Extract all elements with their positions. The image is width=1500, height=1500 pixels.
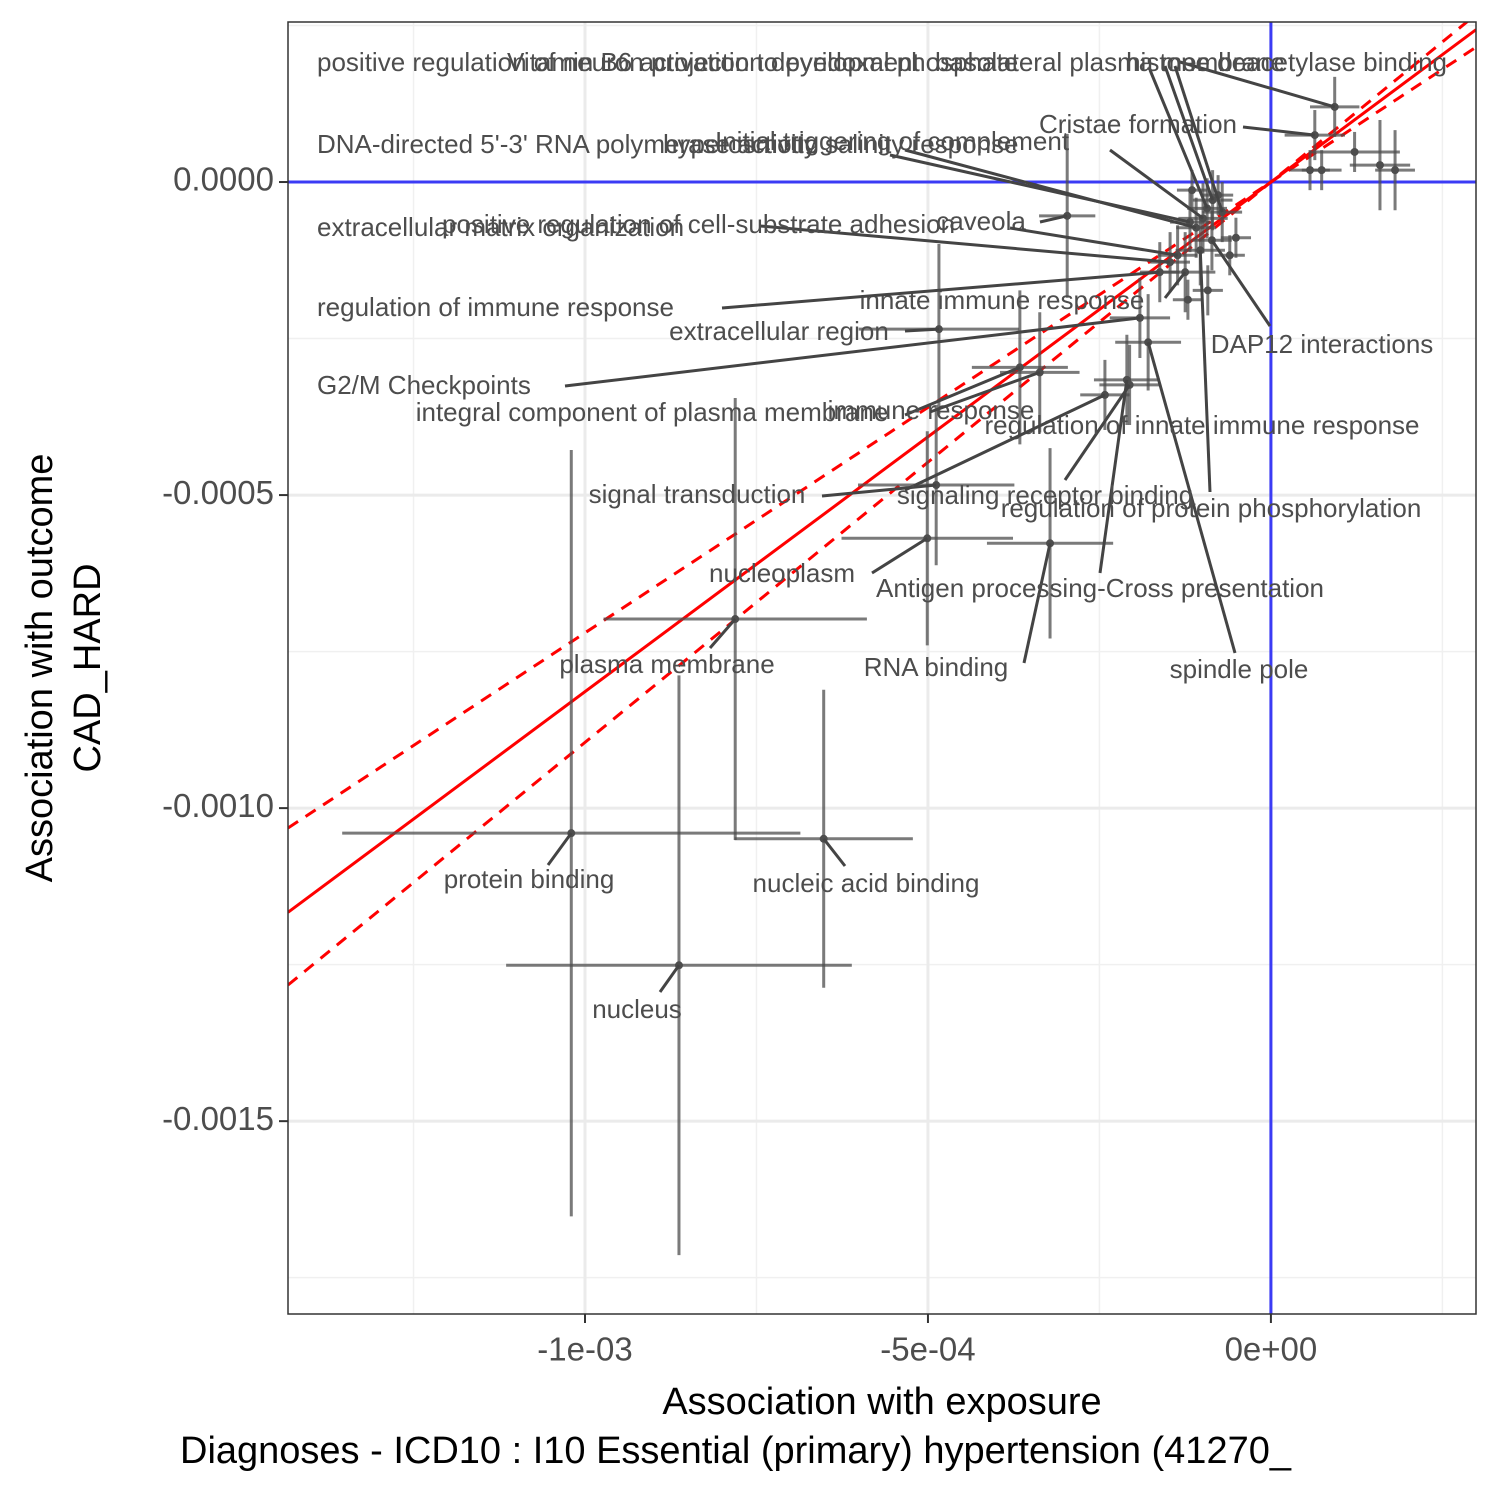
grid [288,22,1476,1314]
point [1391,166,1400,175]
y-tick-label: 0.0000 [173,161,274,198]
label-leader [1109,148,1204,220]
fit-line [288,45,1476,830]
point-label: nucleus [592,994,682,1024]
label-leader [1163,271,1187,299]
x-axis-subtitle: Diagnoses - ICD10 : I10 Essential (prima… [180,1430,1292,1472]
label-leader [1198,250,1212,493]
label-leader [904,365,1021,417]
point-label: positive regulation of cell-substrate ad… [442,209,955,239]
point-label: innate immune response [860,285,1145,315]
point-label: G2/M Checkpoints [317,370,531,400]
x-axis-title: Association with exposure [662,1381,1101,1423]
y-tick-label: -0.0010 [162,787,274,824]
x-tick-label: 0e+00 [1225,1331,1318,1368]
y-axis-title: Association with outcome [19,454,61,883]
label-leader [904,393,1106,492]
point-label: Initial triggering of complement [715,126,1070,156]
point-label: integral component of plasma membrane [416,397,889,427]
label-leader [546,832,573,866]
label-leader [904,327,940,333]
label-leader [889,153,1191,224]
point [1350,147,1359,156]
point-label: regulation of protein phosphorylation [1001,493,1422,523]
label-leader [1242,125,1315,137]
point-label: immune response [828,395,1035,425]
x-tick-label: -1e-03 [537,1331,632,1368]
label-leader [1098,379,1129,574]
label-leader [564,316,1141,388]
fit-line [288,22,1470,987]
point-label: signal transduction [589,479,806,509]
label-leader [871,537,929,575]
point [1183,295,1192,304]
label-leader [708,618,737,649]
point-label: RNA binding [864,652,1009,682]
y-axis-subtitle: CAD_HARD [67,563,109,772]
point [1231,233,1240,242]
point-label: regulation of immune response [317,292,674,322]
x-tick-label: -5e-04 [880,1331,975,1368]
point-label: Vitamin B6 activation to pyridoxal phosp… [507,47,1018,77]
y-tick-label: -0.0015 [162,1100,274,1137]
point-label: basolateral plasma membrane [935,47,1285,77]
label-leader [904,148,1197,230]
point-label: extracellular matrix organization [317,212,684,242]
point [1203,286,1212,295]
label-leader [1009,226,1178,257]
label-leader [759,224,1171,264]
point-label: hyperosmotic salinity response [663,129,1019,159]
point [1306,166,1315,175]
label-leader [721,270,1160,310]
label-leader [822,837,847,867]
panel-border [287,21,1477,1315]
point-label: DNA-directed 5'-3' RNA polymerase activi… [317,129,817,159]
point [1188,186,1197,195]
label-leader [821,483,937,498]
label-leader [1210,239,1272,327]
label-leader [658,964,681,993]
point-label: DAP12 interactions [1211,329,1434,359]
point-label: nucleoplasm [709,558,855,588]
label-leader [1146,341,1237,654]
label-leader [1163,65,1215,201]
point-label: protein binding [444,864,615,894]
point-label: signaling receptor binding [897,480,1193,510]
point-label: caveola [936,206,1026,236]
label-leader [929,370,1041,414]
label-leader [1022,542,1052,664]
point-label: regulation of innate immune response [984,410,1419,440]
point-label: positive regulation of neuron projection… [317,47,920,77]
axes: -1e-03 -5e-04 0e+00 0.0000 -0.0005 -0.0010 -0.… [162,161,1317,1368]
point [1225,251,1234,260]
point-label: Antigen processing-Cross presentation [876,573,1324,603]
point-label: plasma membrane [559,649,774,679]
label-leader [1173,65,1224,213]
label-leader [1039,214,1068,224]
point-label: nucleic acid binding [753,868,980,898]
point-label: extracellular region [669,316,889,346]
point-label: Cristae formation [1039,109,1237,139]
label-leader [1148,69,1209,209]
point-label: spindle pole [1170,654,1309,684]
label-leader [1063,384,1131,481]
label-leader [1179,60,1336,109]
point-label: histone deacetylase binding [1126,47,1447,77]
y-tick-label: -0.0005 [162,474,274,511]
point [1375,161,1384,170]
